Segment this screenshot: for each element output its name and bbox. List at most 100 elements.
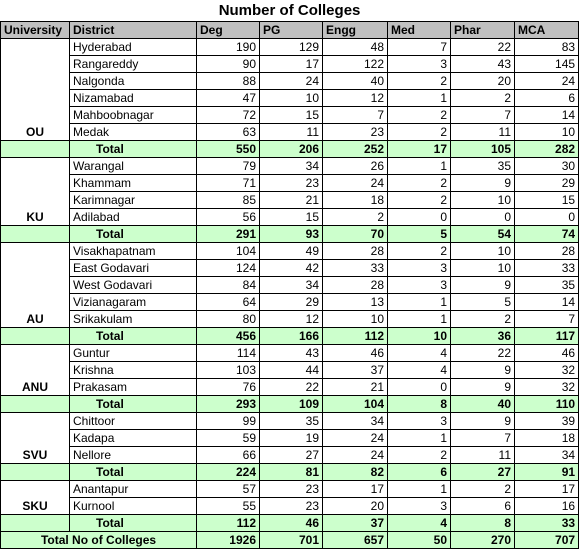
value-cell: 23 [259, 497, 323, 515]
value-cell: 104 [196, 242, 260, 260]
district-cell: Rangareddy [69, 55, 197, 73]
value-cell: 2 [450, 89, 515, 107]
total-value: 282 [513, 140, 579, 158]
value-cell: 24 [322, 446, 388, 464]
value-cell: 7 [450, 429, 515, 447]
data-row: Kurnool 55 23 20 3 6 16 [1, 497, 579, 515]
total-value: 550 [196, 140, 260, 158]
header-cell: Engg [322, 21, 388, 39]
total-value: 166 [259, 327, 323, 345]
total-value: 91 [513, 463, 579, 481]
value-cell: 1 [387, 310, 451, 328]
value-cell: 18 [322, 191, 388, 209]
table-title: Number of Colleges [218, 2, 361, 19]
value-cell: 57 [196, 480, 260, 498]
district-cell: Medak [69, 123, 197, 141]
value-cell: 44 [259, 361, 323, 379]
value-cell: 2 [387, 174, 451, 192]
value-cell: 80 [196, 310, 260, 328]
value-cell: 0 [387, 208, 451, 226]
empty-cell [0, 463, 70, 481]
total-value: 224 [196, 463, 260, 481]
total-value: 104 [322, 395, 388, 413]
header-cell: Med [387, 21, 451, 39]
value-cell: 10 [322, 310, 388, 328]
value-cell: 49 [259, 242, 323, 260]
value-cell: 2 [450, 480, 515, 498]
value-cell: 11 [450, 123, 515, 141]
empty-cell [0, 140, 70, 158]
value-cell: 79 [196, 157, 260, 175]
total-label: Total [69, 140, 197, 158]
data-row: Khammam 71 23 24 2 9 29 [1, 174, 579, 192]
value-cell: 23 [259, 480, 323, 498]
data-row: Mahboobnagar 72 15 7 2 7 14 [1, 106, 579, 124]
value-cell: 23 [322, 123, 388, 141]
total-label: Total [69, 463, 197, 481]
district-cell: Nizamabad [69, 89, 197, 107]
total-label: Total [69, 395, 197, 413]
total-label: Total [69, 514, 197, 532]
value-cell: 11 [450, 446, 515, 464]
value-cell: 15 [513, 191, 579, 209]
value-cell: 22 [450, 38, 515, 56]
value-cell: 10 [259, 89, 323, 107]
value-cell: 5 [450, 293, 515, 311]
total-value: 70 [322, 225, 388, 243]
value-cell: 22 [450, 344, 515, 362]
value-cell: 9 [450, 174, 515, 192]
district-cell: Guntur [69, 344, 197, 362]
total-value: 293 [196, 395, 260, 413]
value-cell: 124 [196, 259, 260, 277]
value-cell: 85 [196, 191, 260, 209]
value-cell: 10 [450, 242, 515, 260]
value-cell: 17 [513, 480, 579, 498]
value-cell: 13 [322, 293, 388, 311]
value-cell: 16 [513, 497, 579, 515]
value-cell: 1 [387, 429, 451, 447]
value-cell: 15 [259, 208, 323, 226]
value-cell: 3 [387, 497, 451, 515]
value-cell: 9 [450, 361, 515, 379]
empty-cell [0, 395, 70, 413]
value-cell: 103 [196, 361, 260, 379]
district-cell: East Godavari [69, 259, 197, 277]
university-cell: OU [0, 38, 70, 141]
data-row: Kadapa 59 19 24 1 7 18 [1, 429, 579, 447]
data-row: Medak 63 11 23 2 11 10 [1, 123, 579, 141]
header-cell: Deg [196, 21, 260, 39]
value-cell: 18 [513, 429, 579, 447]
total-value: 74 [513, 225, 579, 243]
total-value: 36 [450, 327, 515, 345]
total-value: 109 [259, 395, 323, 413]
district-cell: Chittoor [69, 412, 197, 430]
grand-total-value: 657 [322, 531, 388, 549]
value-cell: 190 [196, 38, 260, 56]
header-cell: MCA [513, 21, 579, 39]
total-value: 8 [387, 395, 451, 413]
value-cell: 2 [387, 123, 451, 141]
value-cell: 129 [259, 38, 323, 56]
value-cell: 24 [322, 429, 388, 447]
total-value: 110 [513, 395, 579, 413]
value-cell: 33 [513, 259, 579, 277]
value-cell: 3 [387, 55, 451, 73]
value-cell: 30 [513, 157, 579, 175]
district-cell: Krishna [69, 361, 197, 379]
total-value: 4 [387, 514, 451, 532]
value-cell: 24 [513, 72, 579, 90]
value-cell: 1 [387, 293, 451, 311]
value-cell: 43 [259, 344, 323, 362]
value-cell: 35 [259, 412, 323, 430]
total-value: 33 [513, 514, 579, 532]
grand-total-value: 270 [450, 531, 515, 549]
total-value: 117 [513, 327, 579, 345]
value-cell: 28 [322, 242, 388, 260]
value-cell: 66 [196, 446, 260, 464]
value-cell: 33 [322, 259, 388, 277]
total-value: 93 [259, 225, 323, 243]
data-row: SVU Chittoor 99 35 34 3 9 39 [0, 412, 579, 464]
value-cell: 46 [322, 344, 388, 362]
total-value: 291 [196, 225, 260, 243]
